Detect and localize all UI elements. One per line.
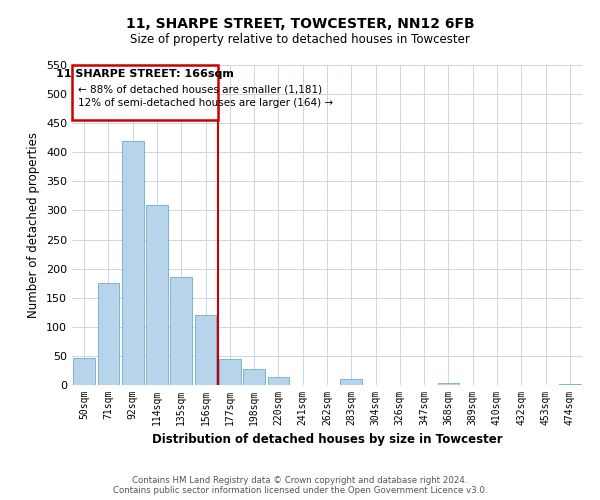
Text: Contains public sector information licensed under the Open Government Licence v3: Contains public sector information licen… bbox=[113, 486, 487, 495]
Bar bbox=[437, 384, 460, 385]
Bar bbox=[243, 370, 265, 385]
Bar bbox=[559, 384, 581, 385]
Bar bbox=[146, 204, 168, 385]
Y-axis label: Number of detached properties: Number of detached properties bbox=[28, 132, 40, 318]
Text: Size of property relative to detached houses in Towcester: Size of property relative to detached ho… bbox=[130, 32, 470, 46]
Bar bbox=[268, 378, 289, 385]
Text: 11 SHARPE STREET: 166sqm: 11 SHARPE STREET: 166sqm bbox=[56, 69, 234, 79]
Bar bbox=[219, 359, 241, 385]
Text: 11, SHARPE STREET, TOWCESTER, NN12 6FB: 11, SHARPE STREET, TOWCESTER, NN12 6FB bbox=[125, 18, 475, 32]
Bar bbox=[73, 358, 95, 385]
Text: 12% of semi-detached houses are larger (164) →: 12% of semi-detached houses are larger (… bbox=[78, 98, 333, 108]
Bar bbox=[194, 315, 217, 385]
Text: Contains HM Land Registry data © Crown copyright and database right 2024.: Contains HM Land Registry data © Crown c… bbox=[132, 476, 468, 485]
Bar bbox=[122, 140, 143, 385]
Bar bbox=[97, 283, 119, 385]
Text: ← 88% of detached houses are smaller (1,181): ← 88% of detached houses are smaller (1,… bbox=[78, 84, 322, 94]
Bar bbox=[340, 378, 362, 385]
Bar bbox=[170, 278, 192, 385]
X-axis label: Distribution of detached houses by size in Towcester: Distribution of detached houses by size … bbox=[152, 434, 502, 446]
